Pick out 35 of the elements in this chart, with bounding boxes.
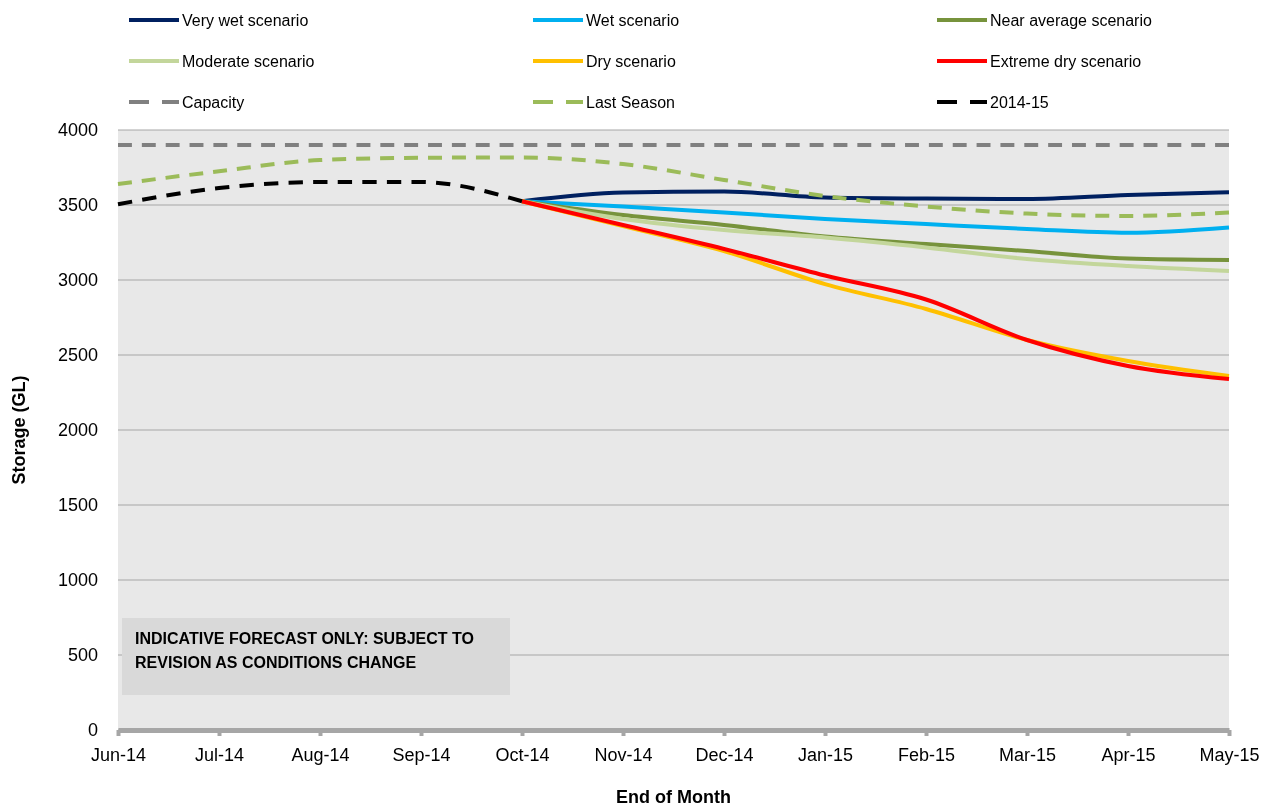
legend-label: Last Season	[586, 93, 675, 111]
y-tick-label: 0	[87, 720, 98, 741]
legend-label: Extreme dry scenario	[990, 52, 1142, 70]
y-tick-label: 1000	[57, 570, 98, 591]
x-tick-label: Nov-14	[594, 744, 653, 765]
x-tick-label: May-15	[1199, 744, 1260, 765]
annotation: INDICATIVE FORECAST ONLY: SUBJECT TO REVISION AS CONDITIONS CHANGE	[135, 630, 474, 671]
x-tick-label: Apr-15	[1101, 744, 1156, 765]
y-tick-label: 3500	[57, 195, 98, 216]
x-tick-label: Oct-14	[495, 744, 550, 765]
x-tick-label: Sep-14	[392, 744, 451, 765]
line-series	[116, 180, 524, 207]
legend-label: Near average scenario	[990, 11, 1152, 29]
x-tick-label: Jan-15	[797, 744, 854, 765]
legend-label: 2014-15	[990, 93, 1049, 111]
x-tick-label: Jul-14	[194, 744, 245, 765]
x-tick-label: Jun-14	[90, 744, 147, 765]
legend-label: Dry scenario	[586, 52, 676, 70]
y-axis-title: Storage (GL)	[9, 375, 29, 485]
legend-label: Moderate scenario	[182, 52, 315, 70]
legend-label: Wet scenario	[586, 11, 680, 29]
y-tick-label: 2500	[57, 345, 98, 366]
x-tick-label: Aug-14	[291, 744, 350, 765]
y-tick-label: 2000	[57, 420, 98, 441]
y-tick-label: 3000	[57, 270, 98, 291]
y-tick-label: 4000	[57, 120, 98, 141]
y-tick-label: 500	[67, 645, 98, 666]
legend-label: Very wet scenario	[182, 11, 309, 29]
y-tick-label: 1500	[57, 495, 98, 516]
legend-label: Capacity	[182, 93, 245, 111]
x-tick-label: Dec-14	[695, 744, 754, 765]
x-tick-label: Feb-15	[897, 744, 956, 765]
x-tick-label: Mar-15	[998, 744, 1057, 765]
x-axis-title: End of Month	[616, 787, 731, 807]
line-series	[116, 155, 1231, 218]
